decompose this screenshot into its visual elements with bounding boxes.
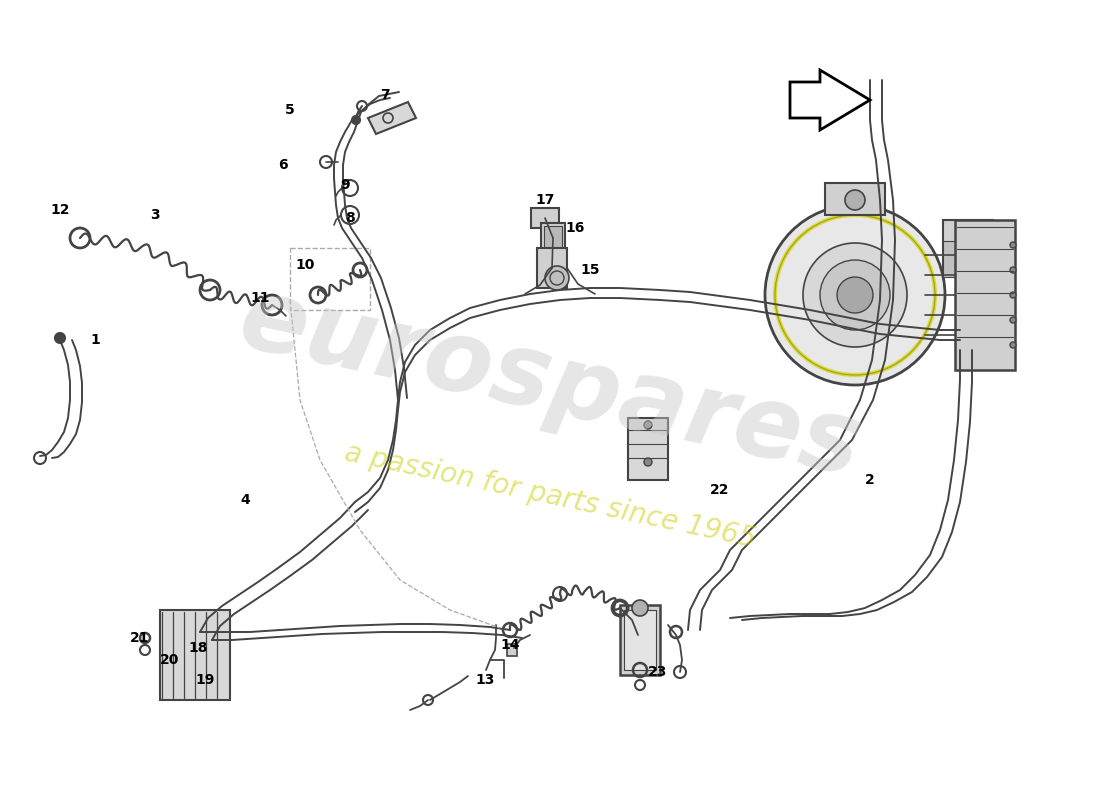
Text: 11: 11 xyxy=(251,291,270,305)
Circle shape xyxy=(1010,292,1016,298)
Circle shape xyxy=(1010,267,1016,273)
Polygon shape xyxy=(790,70,870,130)
Circle shape xyxy=(820,260,890,330)
Circle shape xyxy=(845,190,865,210)
Text: 6: 6 xyxy=(278,158,288,172)
Text: 23: 23 xyxy=(648,665,668,679)
Circle shape xyxy=(1010,317,1016,323)
FancyBboxPatch shape xyxy=(544,226,562,250)
Text: 10: 10 xyxy=(295,258,315,272)
Text: 22: 22 xyxy=(711,483,729,497)
Text: 20: 20 xyxy=(161,653,179,667)
Text: 3: 3 xyxy=(151,208,160,222)
Circle shape xyxy=(644,421,652,429)
Text: a passion for parts since 1965: a passion for parts since 1965 xyxy=(342,438,758,554)
Polygon shape xyxy=(368,102,416,134)
FancyBboxPatch shape xyxy=(541,223,565,253)
Text: 17: 17 xyxy=(536,193,554,207)
Text: 19: 19 xyxy=(196,673,214,687)
Text: 14: 14 xyxy=(500,638,519,652)
Text: 5: 5 xyxy=(285,103,295,117)
Text: 8: 8 xyxy=(345,211,355,225)
FancyBboxPatch shape xyxy=(825,183,886,215)
Text: 4: 4 xyxy=(240,493,250,507)
Circle shape xyxy=(764,205,945,385)
Circle shape xyxy=(352,116,360,124)
Text: 2: 2 xyxy=(865,473,874,487)
Circle shape xyxy=(644,458,652,466)
Circle shape xyxy=(632,600,648,616)
Circle shape xyxy=(1010,242,1016,248)
Text: 12: 12 xyxy=(51,203,69,217)
Text: 1: 1 xyxy=(90,333,100,347)
Circle shape xyxy=(803,243,908,347)
Circle shape xyxy=(837,277,873,313)
Polygon shape xyxy=(160,610,230,700)
Circle shape xyxy=(1010,342,1016,348)
Text: 15: 15 xyxy=(581,263,600,277)
Text: eurospares: eurospares xyxy=(231,270,869,498)
FancyBboxPatch shape xyxy=(628,418,668,480)
FancyBboxPatch shape xyxy=(955,220,1015,370)
FancyBboxPatch shape xyxy=(943,241,993,277)
Text: 13: 13 xyxy=(475,673,495,687)
FancyBboxPatch shape xyxy=(537,248,566,288)
FancyBboxPatch shape xyxy=(943,220,993,270)
Text: 18: 18 xyxy=(188,641,208,655)
Circle shape xyxy=(544,266,569,290)
Text: 7: 7 xyxy=(381,88,389,102)
Text: 21: 21 xyxy=(130,631,150,645)
Text: 9: 9 xyxy=(340,178,350,192)
Circle shape xyxy=(55,333,65,343)
Text: 16: 16 xyxy=(565,221,585,235)
FancyBboxPatch shape xyxy=(531,208,559,228)
FancyBboxPatch shape xyxy=(507,644,517,656)
FancyBboxPatch shape xyxy=(620,605,660,675)
FancyBboxPatch shape xyxy=(624,610,656,670)
